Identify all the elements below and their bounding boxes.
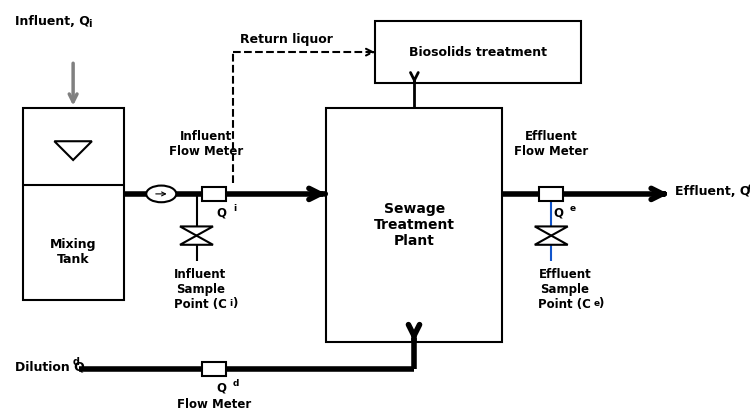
Text: i: i xyxy=(233,204,236,213)
Text: d: d xyxy=(232,379,238,388)
Bar xyxy=(375,21,581,83)
Text: ): ) xyxy=(598,297,603,310)
Text: i: i xyxy=(88,19,92,29)
Text: Mixing
Tank: Mixing Tank xyxy=(50,238,96,266)
Text: Biosolids treatment: Biosolids treatment xyxy=(409,45,547,59)
Bar xyxy=(202,362,226,376)
Text: Effluent
Flow Meter: Effluent Flow Meter xyxy=(514,130,588,158)
Bar xyxy=(22,108,124,300)
Text: Q: Q xyxy=(216,206,226,219)
Text: i: i xyxy=(229,299,232,308)
Text: Flow Meter: Flow Meter xyxy=(176,398,251,411)
Text: Sewage
Treatment
Plant: Sewage Treatment Plant xyxy=(374,202,454,249)
Text: ): ) xyxy=(232,297,238,310)
Text: Effluent, Q: Effluent, Q xyxy=(675,185,750,198)
Text: Influent, Q: Influent, Q xyxy=(15,15,90,28)
Bar xyxy=(539,187,563,201)
Text: Influent
Flow Meter: Influent Flow Meter xyxy=(169,130,243,158)
Text: e: e xyxy=(593,299,599,308)
Text: Return liquor: Return liquor xyxy=(240,33,333,46)
Text: e: e xyxy=(570,204,576,213)
Text: Q: Q xyxy=(554,206,563,219)
Bar xyxy=(326,108,502,342)
Bar xyxy=(202,187,226,201)
Text: Dilution Q: Dilution Q xyxy=(15,360,85,374)
Text: Q: Q xyxy=(216,381,226,394)
Text: e: e xyxy=(748,182,750,192)
Text: Effluent
Sample
Point (C: Effluent Sample Point (C xyxy=(538,268,591,311)
Text: Influent
Sample
Point (C: Influent Sample Point (C xyxy=(174,268,226,311)
Text: d: d xyxy=(73,357,80,367)
